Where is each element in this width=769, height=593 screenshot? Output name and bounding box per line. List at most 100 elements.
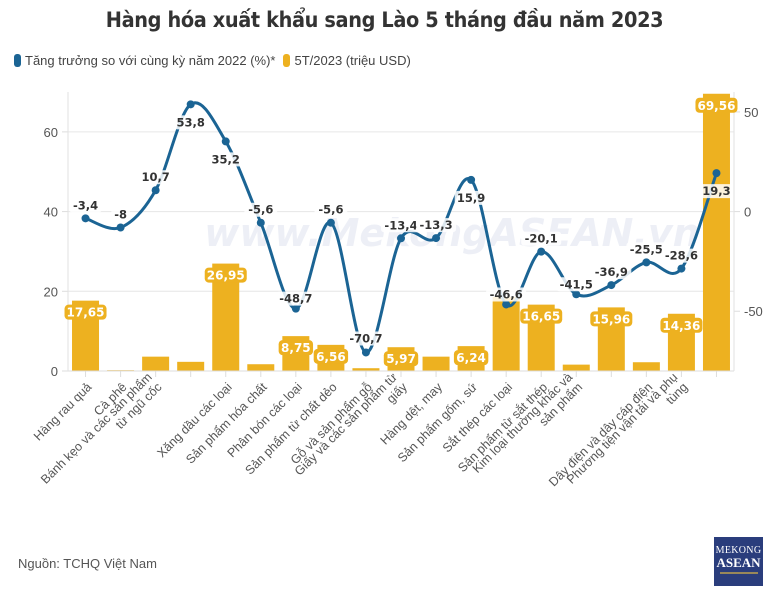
bar-label-bg — [278, 340, 314, 356]
legend-label-value: 5T/2023 (triệu USD) — [294, 53, 411, 68]
growth-point — [361, 348, 370, 357]
line-label-bg — [139, 170, 173, 185]
source-note: Nguồn: TCHQ Việt Nam — [18, 556, 157, 571]
bar-label-bg — [660, 317, 703, 333]
axes: 0 20 40 60 -50 0 50 — [44, 92, 763, 379]
bar — [352, 368, 380, 371]
bar — [142, 356, 170, 371]
bar-label-bg — [204, 267, 247, 283]
growth-point — [502, 300, 511, 309]
growth-value-label: 10,7 — [141, 170, 169, 184]
bar-label-bg — [695, 97, 738, 113]
bar-label-bg — [520, 308, 563, 324]
growth-point — [642, 258, 651, 267]
growth-point — [326, 218, 335, 227]
growth-value-label: -70,7 — [349, 331, 382, 345]
line-label-bg — [69, 198, 102, 213]
line-label-bg — [556, 277, 597, 292]
line-series — [81, 100, 721, 357]
line-label-bg — [314, 202, 348, 217]
growth-value-label: -46,6 — [490, 287, 523, 301]
growth-point — [291, 304, 300, 313]
growth-value-label: 53,8 — [176, 115, 204, 129]
y-right-tick-label: 50 — [744, 105, 758, 120]
growth-value-label: -13,4 — [384, 218, 417, 232]
y-left-tick-label: 20 — [44, 284, 58, 299]
growth-point — [607, 281, 616, 290]
y-left-tick-label: 0 — [51, 364, 58, 379]
category-label: Kim loại thường khác và — [470, 370, 576, 476]
growth-point — [572, 290, 581, 299]
legend-label-growth: Tăng trưởng so với cùng kỳ năm 2022 (%)* — [25, 53, 276, 68]
growth-value-label: -8 — [114, 208, 127, 222]
bar — [492, 296, 520, 371]
growth-point — [151, 186, 160, 195]
bar — [422, 356, 450, 371]
growth-value-label: -36,9 — [595, 265, 628, 279]
growth-point — [397, 234, 405, 243]
category-label: Giấy và các sản phẩm từ — [292, 370, 400, 478]
line-label-bg — [111, 207, 130, 222]
data-labels: 17,65 26,95 8,75 6,56 5,97 6,24 16,65 15,96 14,3… — [64, 97, 738, 367]
bar-value-label: 26,95 — [207, 269, 245, 283]
line-label-bg — [661, 248, 702, 263]
bar-value-label: 69,56 — [697, 99, 735, 113]
line-label-bg — [381, 218, 421, 233]
mekong-asean-logo: MEKONG ASEAN — [714, 537, 763, 586]
y-left-tick-label: 60 — [44, 125, 58, 140]
growth-point — [81, 214, 90, 223]
bar — [177, 361, 205, 371]
bar-value-label: 5,97 — [386, 352, 416, 366]
growth-point — [186, 100, 195, 109]
logo-line2: ASEAN — [716, 555, 761, 570]
growth-point — [221, 137, 230, 146]
growth-line — [85, 101, 718, 354]
legend-item-growth[interactable]: Tăng trưởng so với cùng kỳ năm 2022 (%)* — [14, 53, 275, 68]
line-label-bg — [486, 287, 527, 302]
legend-item-value[interactable]: 5T/2023 (triệu USD) — [283, 53, 411, 68]
bar-label-bg — [383, 351, 419, 367]
chart-title: Hàng hóa xuất khẩu sang Lào 5 tháng đầu … — [105, 8, 664, 32]
line-label-bg — [700, 184, 733, 199]
line-label-bg — [275, 291, 316, 306]
bar-value-label: 16,65 — [522, 310, 560, 324]
bar-value-label: 17,65 — [67, 306, 105, 320]
line-label-bg — [454, 190, 488, 205]
growth-point — [677, 264, 686, 273]
line-label-bg — [416, 218, 457, 233]
logo-line1: MEKONG — [715, 545, 762, 556]
growth-value-label: -48,7 — [279, 292, 312, 306]
growth-value-label: 15,9 — [457, 191, 485, 205]
gridlines — [68, 131, 734, 292]
growth-value-label: -3,4 — [73, 198, 98, 212]
growth-point — [467, 175, 476, 184]
legend: Tăng trưởng so với cùng kỳ năm 2022 (%)*… — [14, 53, 419, 68]
growth-point — [537, 247, 546, 256]
line-label-bg — [244, 202, 278, 217]
line-label-bg — [209, 152, 243, 167]
bar-label-bg — [313, 348, 349, 364]
bar-value-label: 6,56 — [316, 350, 346, 364]
bar-value-label: 15,96 — [592, 312, 630, 326]
bar-value-label: 14,36 — [662, 319, 700, 333]
growth-point — [256, 218, 265, 227]
growth-value-label: -13,3 — [419, 218, 452, 232]
bar — [562, 364, 590, 371]
legend-swatch-value — [283, 54, 291, 67]
bar — [702, 93, 730, 371]
y-left-tick-label: 40 — [44, 205, 58, 220]
bar-label-bg — [590, 311, 633, 327]
line-label-bg — [521, 231, 562, 246]
growth-value-label: -41,5 — [560, 277, 593, 291]
bar-label-bg — [64, 304, 107, 320]
y-right-tick-label: -50 — [744, 304, 763, 319]
bar-value-label: 6,24 — [456, 351, 486, 365]
growth-value-label: -5,6 — [318, 203, 343, 217]
growth-point — [432, 234, 441, 243]
growth-point — [116, 223, 125, 232]
growth-value-label: -20,1 — [525, 232, 558, 246]
bar-value-label: 8,75 — [281, 341, 311, 355]
